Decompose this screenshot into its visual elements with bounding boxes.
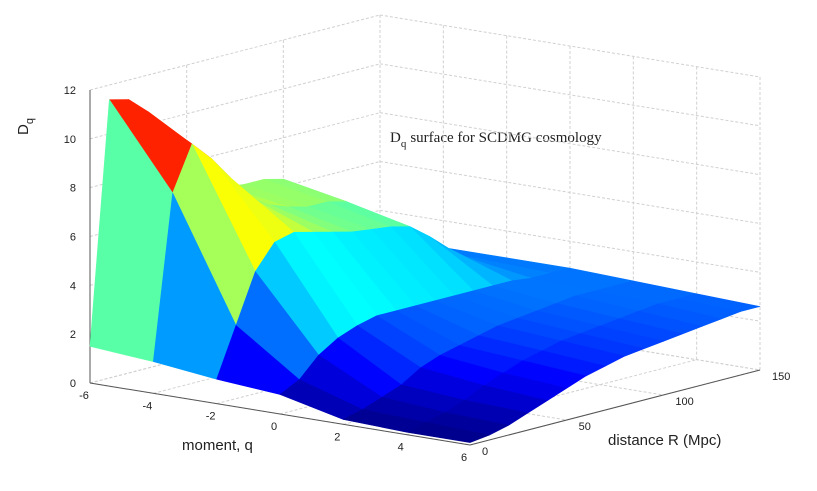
y-tick-label: 150 <box>772 371 790 383</box>
y-tick-label: 100 <box>675 396 693 408</box>
annotation-subscript: q <box>401 138 407 150</box>
x-tick-label: 0 <box>271 421 277 433</box>
y-tick-label: 0 <box>482 446 488 458</box>
annotation-symbol: D <box>390 130 401 146</box>
x-tick-label: -4 <box>142 400 152 412</box>
y-axis-label: distance R (Mpc) <box>608 432 721 449</box>
z-tick-label: 10 <box>64 134 76 146</box>
z-grid-line <box>379 63 761 127</box>
x-tick-label: -6 <box>79 390 89 402</box>
x-axis-line <box>89 382 471 446</box>
x-tick-label: -2 <box>206 411 216 423</box>
z-grid-line <box>379 14 761 78</box>
z-label-subscript: q <box>24 118 36 124</box>
x-tick-label: 4 <box>398 442 404 454</box>
z-tick-label: 8 <box>70 183 76 195</box>
z-axis-label: Dq <box>15 118 36 135</box>
z-tick-label: 0 <box>70 378 76 390</box>
z-label-symbol: D <box>15 124 32 135</box>
x-tick-label: 6 <box>461 452 467 464</box>
x-axis-label: moment, q <box>182 437 253 454</box>
z-tick-label: 6 <box>70 232 76 244</box>
z-tick-label: 12 <box>64 85 76 97</box>
surface <box>89 99 761 443</box>
y-tick-label: 50 <box>579 421 591 433</box>
surface-patch <box>406 422 490 443</box>
z-tick-label: 2 <box>70 329 76 341</box>
y-axis-line <box>469 369 761 446</box>
x-tick-label: 2 <box>334 431 340 443</box>
z-tick-label: 4 <box>70 280 76 292</box>
z-grid-line <box>89 14 381 91</box>
